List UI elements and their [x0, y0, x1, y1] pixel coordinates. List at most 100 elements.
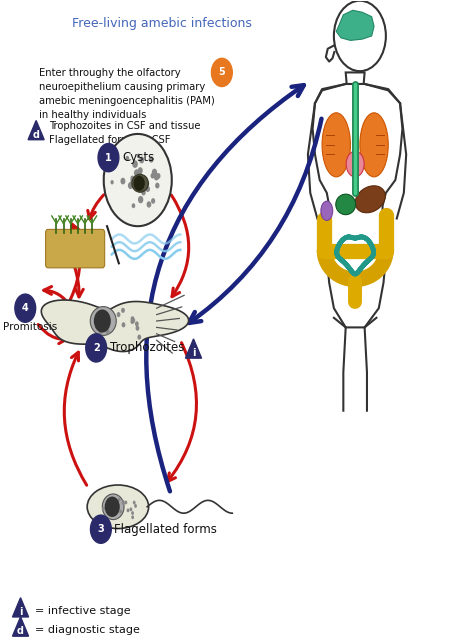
- Text: = diagnostic stage: = diagnostic stage: [35, 625, 140, 635]
- Circle shape: [135, 321, 139, 326]
- Circle shape: [137, 334, 141, 340]
- Circle shape: [152, 169, 157, 176]
- Circle shape: [91, 515, 111, 543]
- Ellipse shape: [102, 494, 124, 519]
- Text: Promitosis: Promitosis: [3, 322, 57, 333]
- Circle shape: [99, 319, 102, 324]
- Text: 3: 3: [98, 525, 104, 534]
- Circle shape: [86, 334, 107, 362]
- Polygon shape: [41, 300, 189, 352]
- Circle shape: [125, 501, 128, 505]
- Ellipse shape: [87, 485, 149, 528]
- Text: 2: 2: [93, 343, 100, 353]
- Circle shape: [122, 501, 125, 505]
- Ellipse shape: [355, 186, 385, 213]
- Polygon shape: [28, 121, 44, 140]
- Circle shape: [120, 178, 126, 184]
- Circle shape: [98, 144, 119, 172]
- Circle shape: [133, 501, 136, 505]
- Circle shape: [104, 134, 172, 226]
- Circle shape: [131, 516, 134, 519]
- Circle shape: [118, 498, 120, 501]
- Circle shape: [131, 317, 134, 322]
- Circle shape: [134, 504, 137, 508]
- Circle shape: [146, 201, 151, 207]
- Ellipse shape: [360, 113, 388, 177]
- Circle shape: [129, 507, 132, 511]
- Circle shape: [115, 508, 118, 512]
- Polygon shape: [12, 598, 28, 617]
- Text: d: d: [33, 130, 40, 139]
- Circle shape: [131, 511, 134, 515]
- Circle shape: [110, 180, 114, 184]
- Circle shape: [131, 318, 135, 323]
- Ellipse shape: [90, 307, 116, 335]
- Circle shape: [134, 169, 139, 177]
- Circle shape: [105, 496, 120, 517]
- Text: 5: 5: [219, 67, 225, 78]
- Circle shape: [121, 308, 125, 313]
- Polygon shape: [185, 339, 201, 358]
- Text: Trophozoites in CSF and tissue
Flagellated forms in CSF: Trophozoites in CSF and tissue Flagellat…: [49, 121, 201, 145]
- Text: 4: 4: [22, 303, 28, 313]
- Circle shape: [141, 189, 146, 196]
- Text: d: d: [17, 626, 24, 636]
- Text: Trophozoites: Trophozoites: [110, 342, 185, 354]
- Text: i: i: [192, 348, 195, 358]
- Text: i: i: [19, 607, 22, 617]
- Ellipse shape: [132, 174, 148, 192]
- Ellipse shape: [336, 194, 356, 214]
- Circle shape: [109, 505, 111, 509]
- Circle shape: [149, 156, 154, 162]
- Circle shape: [128, 182, 133, 189]
- Text: Cysts: Cysts: [123, 151, 155, 164]
- Circle shape: [130, 175, 135, 181]
- Polygon shape: [12, 617, 28, 636]
- Circle shape: [117, 312, 120, 317]
- Circle shape: [122, 500, 125, 504]
- Circle shape: [211, 58, 232, 87]
- Ellipse shape: [346, 152, 364, 177]
- Text: Flagellated forms: Flagellated forms: [114, 523, 217, 535]
- Circle shape: [146, 186, 150, 192]
- Circle shape: [141, 178, 146, 184]
- Text: 1: 1: [105, 153, 112, 162]
- FancyBboxPatch shape: [46, 229, 105, 268]
- Circle shape: [109, 503, 111, 507]
- Circle shape: [102, 507, 105, 510]
- Circle shape: [130, 319, 134, 324]
- Circle shape: [151, 198, 155, 204]
- Circle shape: [137, 153, 140, 158]
- Circle shape: [137, 172, 142, 179]
- Circle shape: [122, 322, 126, 327]
- Circle shape: [132, 204, 135, 208]
- Circle shape: [154, 173, 159, 180]
- Circle shape: [156, 173, 161, 179]
- Circle shape: [126, 156, 129, 161]
- Circle shape: [15, 294, 36, 322]
- Circle shape: [94, 309, 111, 333]
- Circle shape: [132, 160, 138, 168]
- Circle shape: [119, 510, 122, 514]
- Circle shape: [145, 181, 149, 186]
- Circle shape: [135, 174, 140, 180]
- Text: = infective stage: = infective stage: [35, 605, 130, 616]
- Circle shape: [98, 331, 102, 336]
- Circle shape: [151, 173, 155, 178]
- Text: Free-living amebic infections: Free-living amebic infections: [72, 17, 252, 30]
- Circle shape: [111, 506, 114, 510]
- Ellipse shape: [321, 201, 333, 220]
- Circle shape: [137, 184, 142, 191]
- Text: Enter throughy the olfactory
neuroepithelium causing primary
amebic meningoencep: Enter throughy the olfactory neuroepithe…: [38, 68, 214, 120]
- Circle shape: [130, 178, 135, 184]
- Circle shape: [136, 325, 139, 331]
- Circle shape: [138, 196, 143, 204]
- Circle shape: [155, 182, 159, 189]
- Circle shape: [138, 167, 143, 174]
- Circle shape: [134, 175, 145, 191]
- Circle shape: [127, 508, 129, 512]
- Circle shape: [106, 329, 109, 334]
- Ellipse shape: [322, 113, 350, 177]
- Polygon shape: [336, 10, 374, 40]
- Circle shape: [139, 157, 144, 164]
